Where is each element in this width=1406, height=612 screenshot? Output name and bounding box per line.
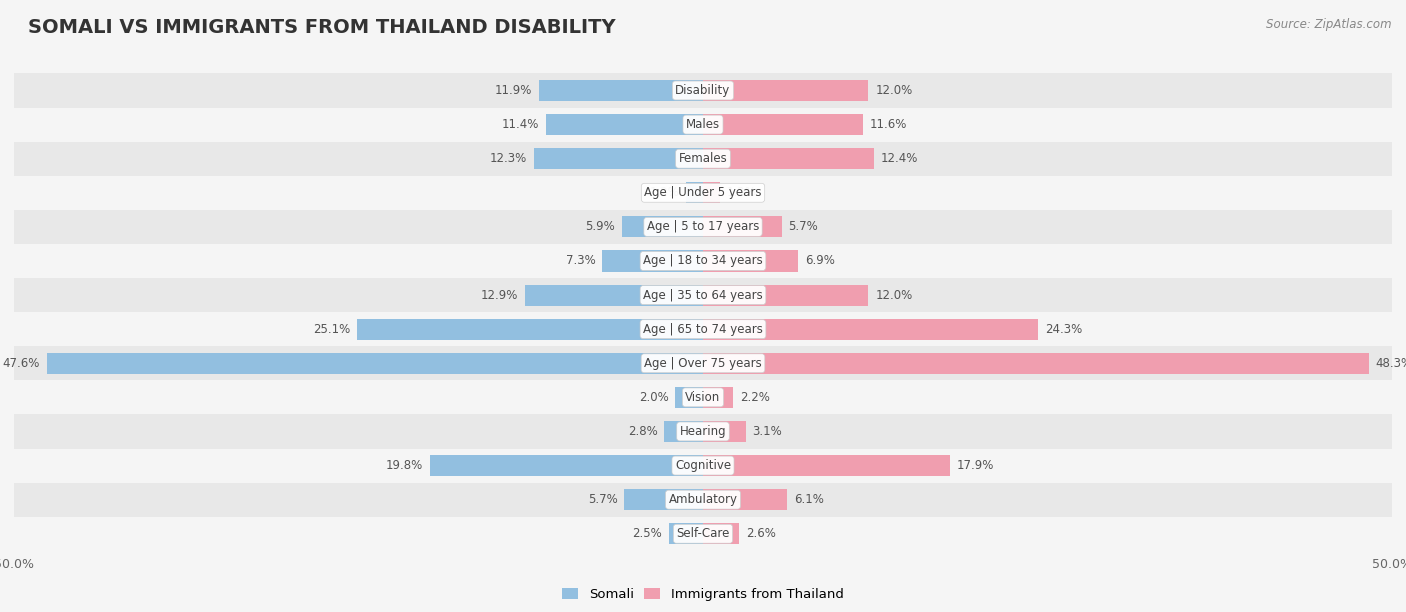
Bar [14,380,1392,414]
Bar [703,523,738,544]
Bar [621,216,703,237]
Text: 2.5%: 2.5% [631,528,662,540]
Bar [703,285,869,305]
Text: 17.9%: 17.9% [956,459,994,472]
Text: 3.1%: 3.1% [752,425,782,438]
Bar [703,319,1038,340]
Bar [14,141,1392,176]
Bar [703,148,875,170]
Text: 25.1%: 25.1% [314,323,350,335]
Bar [14,176,1392,210]
Text: Self-Care: Self-Care [676,528,730,540]
Text: Males: Males [686,118,720,131]
Bar [526,285,703,305]
Text: 5.7%: 5.7% [588,493,617,506]
Text: Source: ZipAtlas.com: Source: ZipAtlas.com [1267,18,1392,31]
Bar [669,523,703,544]
Text: SOMALI VS IMMIGRANTS FROM THAILAND DISABILITY: SOMALI VS IMMIGRANTS FROM THAILAND DISAB… [28,18,616,37]
Text: 24.3%: 24.3% [1045,323,1083,335]
Text: Age | 5 to 17 years: Age | 5 to 17 years [647,220,759,233]
Bar [14,517,1392,551]
Bar [703,353,1368,374]
Bar [48,353,703,374]
Text: 2.6%: 2.6% [745,528,776,540]
Text: Age | 65 to 74 years: Age | 65 to 74 years [643,323,763,335]
Text: 2.2%: 2.2% [740,391,770,404]
Bar [703,182,720,203]
Bar [602,250,703,272]
Text: Hearing: Hearing [679,425,727,438]
Text: 5.9%: 5.9% [585,220,614,233]
Text: 2.0%: 2.0% [638,391,669,404]
Text: 5.7%: 5.7% [789,220,818,233]
Bar [14,483,1392,517]
Text: 11.4%: 11.4% [502,118,538,131]
Bar [624,489,703,510]
Bar [14,210,1392,244]
Bar [703,216,782,237]
Bar [703,80,869,101]
Text: 12.3%: 12.3% [489,152,527,165]
Bar [703,250,799,272]
Legend: Somali, Immigrants from Thailand: Somali, Immigrants from Thailand [557,582,849,606]
Bar [14,346,1392,380]
Text: Vision: Vision [685,391,721,404]
Bar [546,114,703,135]
Bar [703,489,787,510]
Text: Age | 18 to 34 years: Age | 18 to 34 years [643,255,763,267]
Bar [703,455,949,476]
Text: Disability: Disability [675,84,731,97]
Bar [14,414,1392,449]
Bar [14,449,1392,483]
Bar [665,421,703,442]
Bar [686,182,703,203]
Bar [14,108,1392,141]
Bar [533,148,703,170]
Text: 19.8%: 19.8% [387,459,423,472]
Text: 1.2%: 1.2% [650,186,679,200]
Text: 11.6%: 11.6% [870,118,907,131]
Text: 48.3%: 48.3% [1375,357,1406,370]
Bar [14,244,1392,278]
Bar [14,278,1392,312]
Text: Ambulatory: Ambulatory [668,493,738,506]
Text: 12.4%: 12.4% [880,152,918,165]
Text: 7.3%: 7.3% [565,255,596,267]
Bar [357,319,703,340]
Text: 12.0%: 12.0% [875,84,912,97]
Text: 2.8%: 2.8% [628,425,658,438]
Bar [675,387,703,408]
Bar [430,455,703,476]
Bar [538,80,703,101]
Bar [703,421,745,442]
Text: 47.6%: 47.6% [3,357,41,370]
Text: 6.9%: 6.9% [806,255,835,267]
Text: 1.2%: 1.2% [727,186,756,200]
Text: Age | 35 to 64 years: Age | 35 to 64 years [643,289,763,302]
Bar [703,114,863,135]
Bar [703,387,734,408]
Text: Cognitive: Cognitive [675,459,731,472]
Text: 11.9%: 11.9% [495,84,531,97]
Text: 12.0%: 12.0% [875,289,912,302]
Text: Females: Females [679,152,727,165]
Text: Age | Under 5 years: Age | Under 5 years [644,186,762,200]
Bar [14,73,1392,108]
Bar [14,312,1392,346]
Text: 6.1%: 6.1% [794,493,824,506]
Text: 12.9%: 12.9% [481,289,519,302]
Text: Age | Over 75 years: Age | Over 75 years [644,357,762,370]
